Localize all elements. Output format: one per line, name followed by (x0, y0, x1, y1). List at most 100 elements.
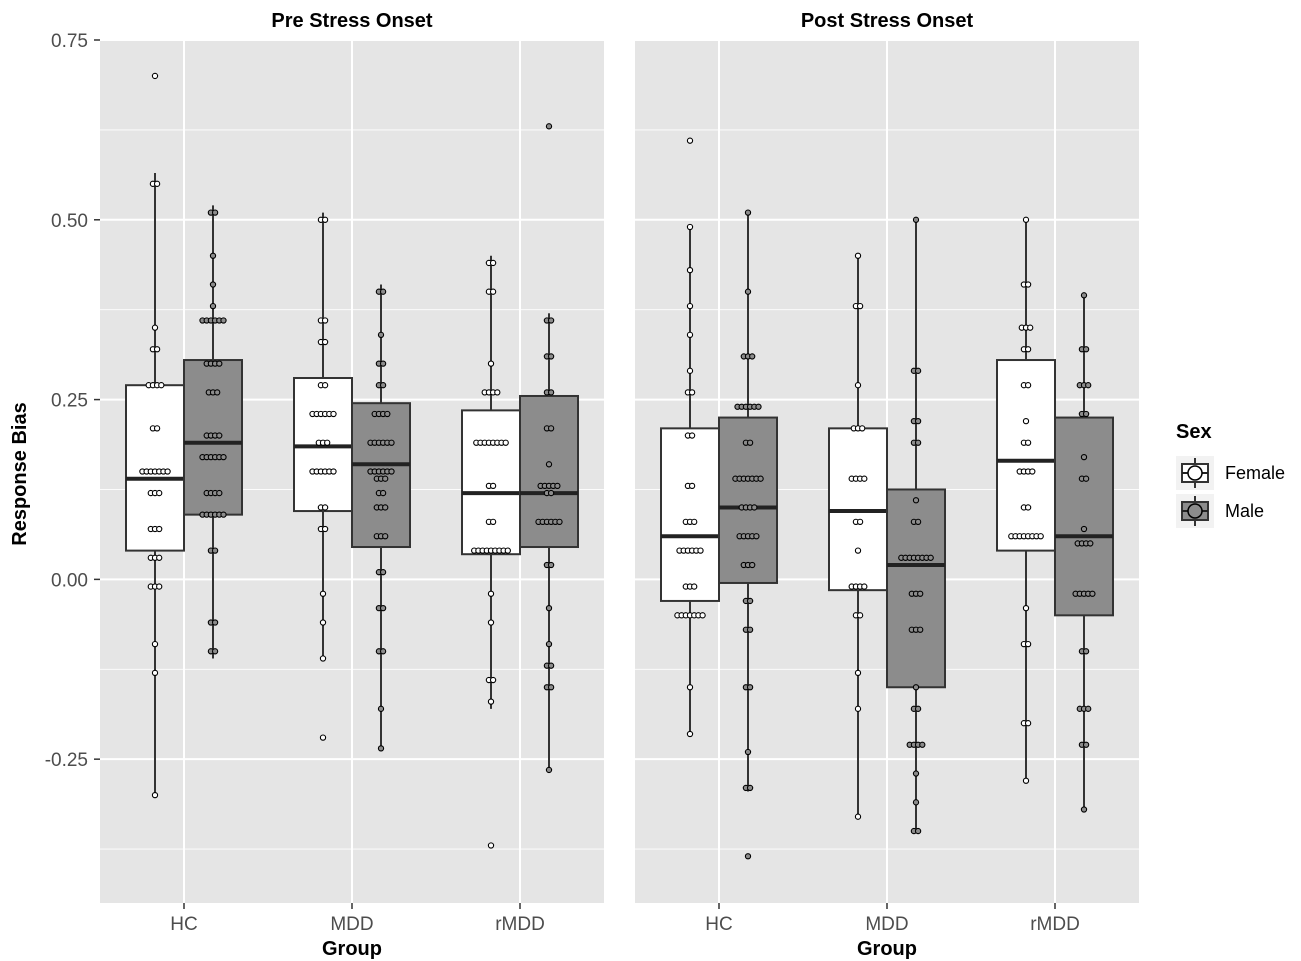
data-point (1080, 292, 1088, 299)
data-point (917, 590, 924, 597)
data-point (917, 626, 924, 633)
data-point (753, 533, 760, 540)
x-tick-label: MDD (865, 914, 908, 935)
data-point (214, 389, 221, 396)
box-rMDD-female (996, 216, 1056, 784)
data-point (547, 353, 555, 360)
data-point (1024, 382, 1032, 389)
box-rMDD-male (1054, 292, 1114, 813)
data-point (377, 331, 385, 339)
data-point (164, 468, 171, 475)
data-point (319, 619, 327, 626)
data-point (859, 425, 866, 432)
data-point (914, 827, 922, 835)
data-point (156, 583, 163, 590)
data-point (545, 604, 553, 612)
box-iqr (1054, 416, 1114, 617)
data-point (699, 612, 706, 619)
data-point (489, 259, 497, 267)
data-point (686, 684, 694, 691)
data-point (1022, 418, 1030, 425)
data-point (914, 439, 922, 446)
data-point (854, 669, 862, 677)
data-point (487, 698, 495, 705)
data-point (749, 561, 756, 569)
data-point (487, 360, 495, 367)
panel-title: Post Stress Onset (801, 10, 974, 32)
box-iqr (519, 394, 579, 549)
data-point (388, 439, 395, 446)
data-point (1022, 777, 1030, 784)
data-point (379, 648, 387, 655)
data-point (691, 583, 698, 590)
data-point (545, 123, 553, 130)
data-point (1085, 382, 1092, 389)
data-point (216, 360, 223, 367)
data-point (1080, 525, 1088, 533)
data-point (504, 547, 511, 554)
data-point (382, 504, 389, 511)
data-point (211, 547, 219, 554)
data-point (377, 705, 385, 712)
data-point (744, 209, 752, 216)
data-point (321, 525, 329, 533)
data-point (151, 72, 159, 80)
data-point (216, 432, 223, 439)
data-point (1027, 324, 1034, 331)
x-axis-title: Group (857, 938, 917, 960)
data-point (220, 317, 227, 324)
data-point (211, 619, 219, 626)
data-point (382, 533, 389, 540)
y-axis: -0.25 0.00 0.25 0.50 0.75 (45, 31, 100, 771)
data-point (686, 266, 694, 274)
legend-label: Male (1225, 501, 1264, 521)
legend-key-dot (1187, 465, 1203, 481)
data-point (1037, 533, 1044, 540)
data-point (1082, 346, 1090, 353)
data-point (856, 518, 864, 525)
data-point (688, 432, 696, 439)
data-point (156, 489, 163, 497)
data-point (153, 180, 161, 187)
data-point (377, 745, 385, 752)
data-point (494, 389, 501, 396)
data-point (489, 518, 497, 525)
data-point (489, 676, 497, 684)
data-point (912, 216, 920, 223)
data-point (382, 475, 389, 482)
data-point (1085, 705, 1092, 712)
data-point (744, 748, 752, 756)
data-point (854, 705, 862, 712)
legend: Sex Female Male (1176, 421, 1285, 528)
data-point (912, 770, 920, 777)
data-point (156, 525, 163, 533)
data-point (751, 504, 758, 511)
data-point (1022, 216, 1030, 223)
data-point (755, 403, 762, 410)
data-point (1024, 439, 1032, 446)
data-point (746, 597, 754, 605)
y-axis-title: Response Bias (9, 402, 31, 545)
x-tick-label: HC (705, 914, 732, 935)
data-point (209, 281, 217, 288)
data-point (1080, 453, 1088, 461)
data-point (1082, 475, 1090, 482)
data-point (153, 425, 161, 432)
data-point (1082, 648, 1090, 655)
data-point (547, 425, 555, 432)
data-point (686, 302, 694, 310)
data-point (914, 367, 922, 374)
data-point (209, 252, 217, 259)
data-point (156, 554, 163, 561)
data-point (912, 684, 920, 691)
data-point (216, 489, 223, 497)
data-point (547, 317, 555, 324)
data-point (854, 252, 862, 259)
legend-key-female (1176, 456, 1214, 490)
data-point (1024, 504, 1032, 511)
panel-post: Post Stress Onset HC MDD rMDD Group (635, 10, 1139, 960)
data-point (1029, 468, 1036, 475)
data-point (487, 590, 495, 597)
data-point (746, 626, 754, 633)
